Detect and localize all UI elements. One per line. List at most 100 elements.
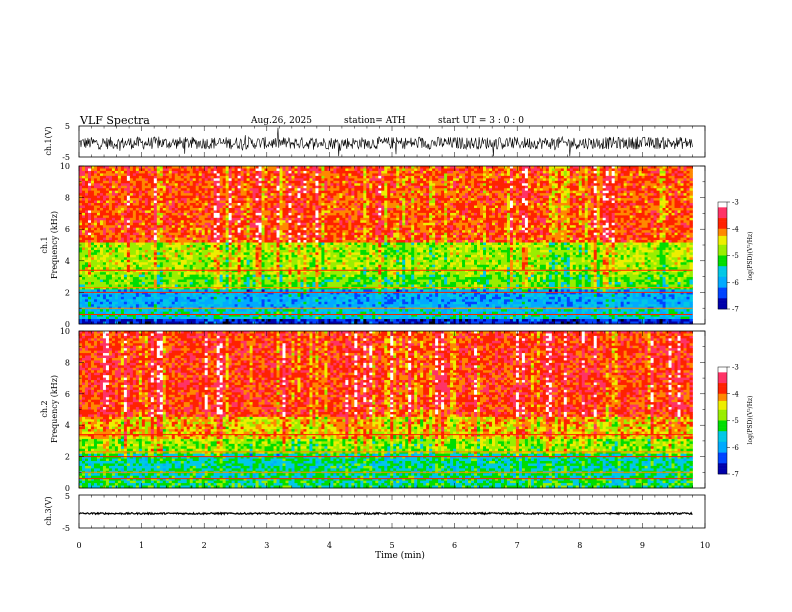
spectrogram-cell (426, 193, 429, 196)
spectrogram-cell (555, 201, 558, 204)
spectrogram-cell (420, 178, 423, 181)
spectrogram-cell (342, 210, 345, 213)
spectrogram-cell (199, 183, 202, 186)
spectrogram-cell (181, 201, 184, 204)
spectrogram-cell (483, 196, 486, 199)
spectrogram-cell (666, 206, 669, 209)
spectrogram-cell (507, 171, 510, 174)
spectrogram-cell (411, 218, 414, 221)
spectrogram-cell (181, 166, 184, 169)
spectrogram-cell (256, 173, 259, 176)
spectrogram-cell (483, 171, 486, 174)
spectrogram-cell (462, 220, 465, 223)
spectrogram-cell (450, 201, 453, 204)
spectrogram-cell (223, 181, 226, 184)
spectrogram-cell (366, 203, 369, 206)
spectrogram-cell (217, 176, 220, 179)
spectrogram-cell (318, 210, 321, 213)
spectrogram-cell (378, 208, 381, 211)
spectrogram-cell (300, 206, 303, 209)
spectrogram-cell (420, 206, 423, 209)
spectrogram-cell (100, 168, 103, 171)
spectrogram-cell (417, 198, 420, 201)
spectrogram-cell (543, 168, 546, 171)
spectrogram-cell (106, 168, 109, 171)
spectrogram-cell (564, 220, 567, 223)
spectrogram-cell (426, 181, 429, 184)
spectrogram-cell (666, 220, 669, 223)
spectrogram-cell (549, 171, 552, 174)
spectrogram-cell (375, 210, 378, 213)
spectrogram-cell (151, 213, 154, 216)
spectrogram-cell (288, 196, 291, 199)
spectrogram-cell (465, 173, 468, 176)
spectrogram-cell (465, 218, 468, 221)
spectrogram-cell (444, 173, 447, 176)
spectrogram-cell (576, 220, 579, 223)
spectrogram-cell (235, 196, 238, 199)
spectrogram-cell (130, 176, 133, 179)
spectrogram-cell (639, 191, 642, 194)
spectrogram-cell (163, 171, 166, 174)
spectrogram-cell (504, 206, 507, 209)
spectrogram-cell (564, 168, 567, 171)
spectrogram-cell (315, 191, 318, 194)
spectrogram-cell (348, 213, 351, 216)
spectrogram-cell (184, 215, 187, 218)
spectrogram-cell (681, 215, 684, 218)
spectrogram-cell (672, 168, 675, 171)
spectrogram-cell (477, 203, 480, 206)
spectrogram-cell (244, 203, 247, 206)
spectrogram-cell (543, 191, 546, 194)
spectrogram-cell (360, 171, 363, 174)
spectrogram-cell (223, 193, 226, 196)
spectrogram-cell (145, 223, 148, 226)
spectrogram-cell (139, 176, 142, 179)
spectrogram-cell (247, 193, 250, 196)
spectrogram-cell (145, 210, 148, 213)
spectrogram-cell (208, 198, 211, 201)
spectrogram-cell (366, 173, 369, 176)
ch1-waveform-ytick-top: 5 (65, 122, 70, 131)
spectrogram-cell (546, 223, 549, 226)
spectrogram-cell (504, 215, 507, 218)
spectrogram-cell (363, 196, 366, 199)
spectrogram-cell (363, 173, 366, 176)
spectrogram-cell (546, 191, 549, 194)
spectrogram-cell (465, 183, 468, 186)
spectrogram-cell (642, 176, 645, 179)
spectrogram-cell (489, 196, 492, 199)
spectrogram-cell (444, 181, 447, 184)
spectrogram-cell (576, 201, 579, 204)
spectrogram-cell (426, 168, 429, 171)
spectrogram-cell (223, 201, 226, 204)
spectrogram-cell (226, 173, 229, 176)
spectrogram-cell (534, 186, 537, 189)
spectrogram-cell (250, 210, 253, 213)
spectrogram-cell (402, 178, 405, 181)
spectrogram-cell (522, 218, 525, 221)
spectrogram-cell (124, 171, 127, 174)
spectrogram-cell (642, 201, 645, 204)
spectrogram-cell (498, 196, 501, 199)
spectrogram-cell (390, 191, 393, 194)
spectrogram-cell (483, 176, 486, 179)
spectrogram-cell (369, 196, 372, 199)
spectrogram-cell (112, 203, 115, 206)
spectrogram-cell (582, 181, 585, 184)
spectrogram-cell (223, 191, 226, 194)
spectrogram-cell (151, 201, 154, 204)
spectrogram-cell (100, 210, 103, 213)
spectrogram-cell (232, 178, 235, 181)
spectrogram-cell (220, 196, 223, 199)
spectrogram-cell (612, 191, 615, 194)
spectrogram-cell (232, 220, 235, 223)
spectrogram-cell (516, 213, 519, 216)
spectrogram-cell (576, 206, 579, 209)
spectrogram-cell (369, 223, 372, 226)
spectrogram-cell (342, 176, 345, 179)
spectrogram-cell (199, 223, 202, 226)
spectrogram-cell (303, 173, 306, 176)
spectrogram-cell (504, 210, 507, 213)
spectrogram-cell (612, 203, 615, 206)
